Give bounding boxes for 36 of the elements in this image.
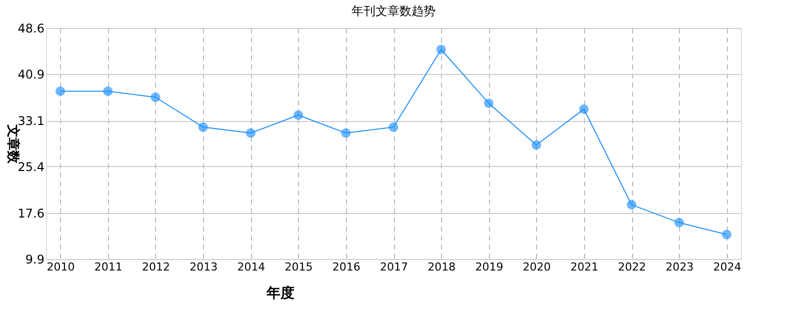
point: [722, 230, 732, 240]
point: [626, 200, 636, 210]
x-tick-label: 2024: [713, 260, 742, 274]
y-tick-label: 48.6: [18, 22, 44, 36]
point: [150, 92, 160, 102]
point: [341, 128, 351, 138]
x-tick-label: 2016: [332, 260, 360, 274]
x-tick-label: 2019: [475, 260, 504, 274]
point: [388, 122, 398, 132]
chart-title: 年刊文章数趋势: [352, 4, 436, 18]
x-tick-label: 2017: [380, 260, 408, 274]
x-tick-label: 2014: [237, 260, 266, 274]
point: [246, 128, 256, 138]
y-tick-label: 40.9: [18, 67, 44, 82]
point: [484, 98, 494, 108]
x-tick-label: 2013: [190, 260, 218, 274]
x-tick-label: 2021: [570, 260, 598, 274]
point: [674, 218, 684, 228]
x-tick-label: 2022: [618, 260, 646, 274]
x-tick-label: 2010: [46, 260, 75, 274]
x-tick-label: 2023: [666, 260, 694, 274]
point: [294, 110, 304, 120]
point: [579, 104, 589, 114]
y-tick-label: 17.6: [18, 206, 44, 221]
x-tick-label: 2015: [284, 260, 313, 274]
x-tick-label: 2018: [428, 260, 456, 274]
point: [198, 122, 208, 132]
x-tick-label: 2020: [522, 260, 551, 274]
y-tick-label: 9.9: [25, 252, 44, 266]
x-tick-label: 2012: [142, 260, 170, 274]
point: [103, 86, 113, 96]
x-tick-label: 2011: [94, 260, 122, 274]
point: [436, 44, 446, 54]
point: [532, 140, 542, 150]
x-axis-title: 年度: [266, 284, 294, 302]
point: [56, 86, 66, 96]
